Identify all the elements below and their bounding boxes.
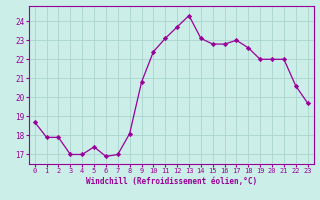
X-axis label: Windchill (Refroidissement éolien,°C): Windchill (Refroidissement éolien,°C) bbox=[86, 177, 257, 186]
